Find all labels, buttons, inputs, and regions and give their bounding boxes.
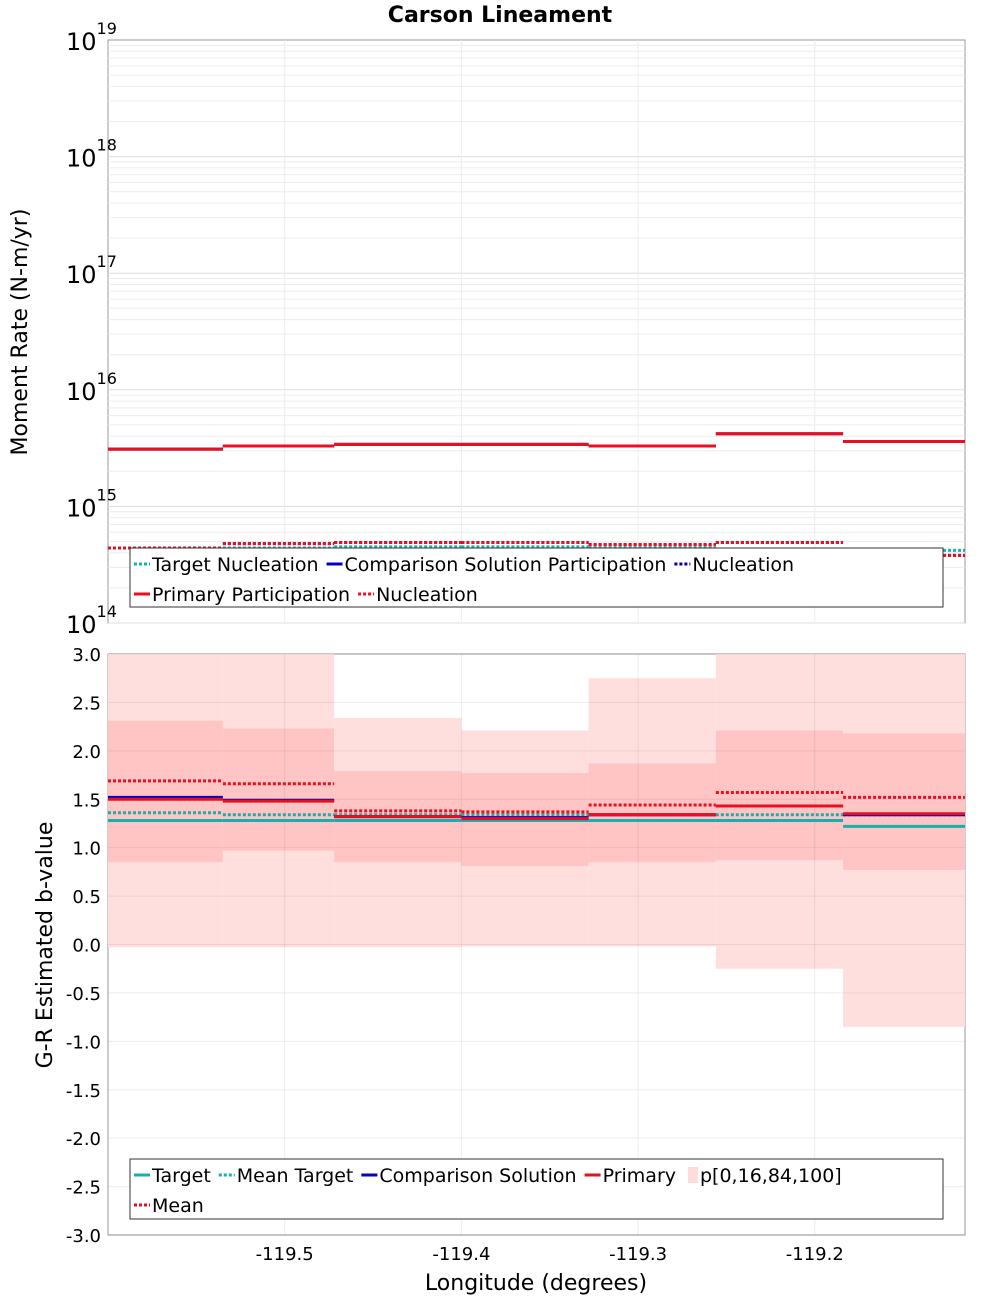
legend-label: Primary [603,1165,676,1187]
chart-title: Carson Lineament [388,3,613,28]
legend-label: Nucleation [692,554,794,576]
b-value-y-ticks: 3.0 2.5 2.0 1.5 1.0 0.5 0.0 -0.5 -1.0 -1.5 -2.0 -2.… [66,645,101,1247]
y-tick-label: 1018 [66,136,117,173]
y-tick-label: 0.5 [72,887,101,908]
y-tick-label: 1015 [66,485,117,522]
y-tick-label: 3.0 [72,645,101,666]
band-p16-p84 [715,730,844,861]
legend-label: p[0,16,84,100] [700,1165,842,1187]
x-tick-label: -119.4 [432,1244,490,1265]
y-tick-label: 1.0 [72,839,101,860]
b-value-series [108,779,965,828]
y-tick-label: 1017 [66,252,117,289]
moment-rate-panel: 1014 1015 1016 1017 1018 1019 Moment Rate (N-… [8,19,966,639]
legend-label: Comparison Solution Participation [345,554,667,576]
y-tick-label: 2.5 [72,693,101,714]
y-tick-label: -0.5 [66,984,101,1005]
legend-label: Primary Participation [152,584,350,606]
y-tick-label: 1.5 [72,790,101,811]
b-value-legend: Target Mean Target Comparison Solution Prim… [129,1158,944,1220]
y-tick-label: -3.0 [66,1226,101,1247]
legend-label: Mean [152,1195,204,1217]
legend-swatch [688,1167,698,1183]
legend-box [129,547,944,608]
b-value-y-axis-label: G-R Estimated b-value [33,822,58,1069]
legend-label: Comparison Solution [379,1165,576,1187]
band-p16-p84 [588,763,716,863]
y-tick-label: 0.0 [72,936,101,957]
legend-label: Target Nucleation [151,554,319,576]
b-value-panel: 3.0 2.5 2.0 1.5 1.0 0.5 0.0 -0.5 -1.0 -1.5 -2.0 -2.… [33,645,966,1296]
b-value-grid [108,653,965,1236]
y-tick-label: -2.0 [66,1129,101,1150]
legend-label: Target [151,1165,211,1187]
moment-rate-grid [108,40,965,624]
y-tick-label: -2.5 [66,1178,101,1199]
x-ticks: -119.5 -119.4 -119.3 -119.2 [256,1244,844,1265]
y-tick-label: 1014 [66,602,117,639]
legend-box [129,1158,944,1220]
x-tick-label: -119.2 [786,1244,844,1265]
y-tick-label: 1016 [66,369,117,406]
x-tick-label: -119.3 [609,1244,667,1265]
legend-label: Mean Target [237,1165,354,1187]
x-axis-label: Longitude (degrees) [425,1271,647,1296]
moment-rate-y-axis-label: Moment Rate (N-m/yr) [8,209,33,456]
band-p16-p84 [108,720,223,863]
legend-label: Nucleation [376,584,478,606]
y-tick-label: 1019 [66,19,117,56]
moment-rate-plot-area [107,39,966,624]
y-tick-label: -1.5 [66,1081,101,1102]
y-tick-label: -1.0 [66,1032,101,1053]
y-tick-label: 2.0 [72,742,101,763]
band-p16-p84 [222,728,335,851]
moment-rate-legend: Target Nucleation Comparison Solution Par… [129,547,944,608]
moment-rate-y-ticks: 1014 1015 1016 1017 1018 1019 [66,19,117,639]
x-tick-label: -119.5 [256,1244,314,1265]
band-p16-p84 [843,733,965,870]
